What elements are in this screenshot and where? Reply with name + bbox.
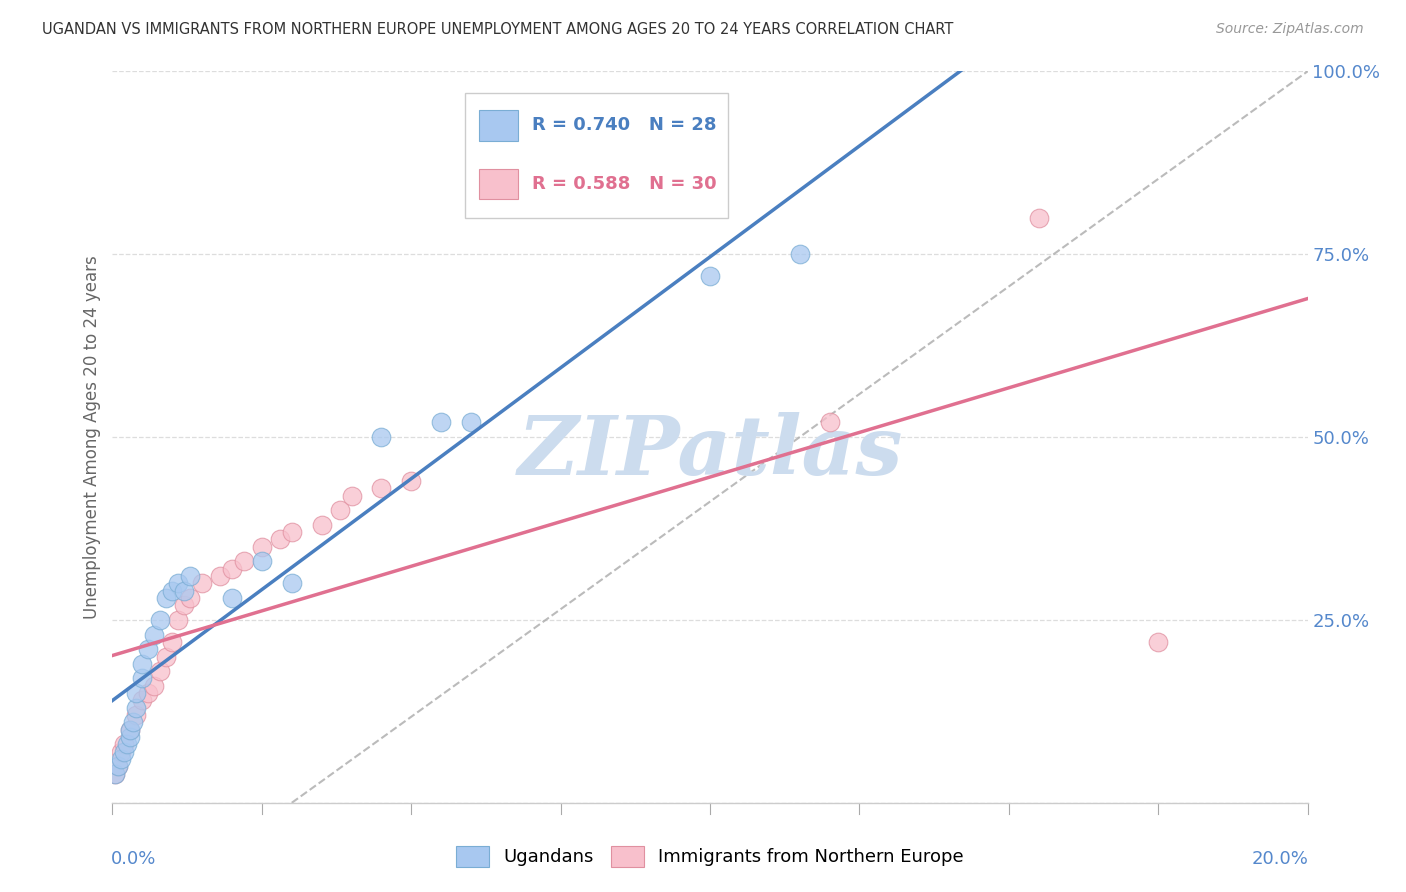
Point (120, 723, 142, 737)
Point (155, 649, 177, 664)
Point (221, 562, 243, 576)
Text: UGANDAN VS IMMIGRANTS FROM NORTHERN EUROPE UNEMPLOYMENT AMONG AGES 20 TO 24 YEAR: UGANDAN VS IMMIGRANTS FROM NORTHERN EURO… (42, 22, 953, 37)
Point (120, 730, 142, 744)
Point (125, 708, 148, 723)
Point (107, 759, 129, 773)
Point (281, 525, 304, 540)
Point (179, 569, 201, 583)
Point (340, 489, 363, 503)
Point (370, 430, 392, 444)
Point (149, 664, 172, 678)
Point (125, 700, 148, 714)
Point (143, 679, 166, 693)
Point (104, 766, 127, 780)
Point (162, 635, 183, 649)
Point (167, 613, 190, 627)
FancyBboxPatch shape (479, 110, 517, 141)
Point (131, 672, 153, 686)
Point (162, 583, 183, 598)
Point (269, 533, 291, 547)
Text: 0.0%: 0.0% (111, 850, 156, 868)
Point (131, 693, 153, 707)
Point (122, 715, 145, 730)
Point (221, 591, 243, 605)
Point (329, 503, 352, 517)
Point (173, 599, 195, 613)
FancyBboxPatch shape (479, 169, 517, 200)
Legend: Ugandans, Immigrants from Northern Europe: Ugandans, Immigrants from Northern Europ… (456, 847, 965, 867)
Point (117, 737, 139, 751)
Point (120, 723, 142, 737)
Y-axis label: Unemployment Among Ages 20 to 24 years: Unemployment Among Ages 20 to 24 years (83, 255, 101, 619)
Point (699, 269, 721, 284)
Point (1147, 635, 1170, 649)
Point (209, 569, 232, 583)
Point (114, 745, 135, 759)
Point (149, 613, 172, 627)
Point (250, 540, 273, 554)
Point (155, 591, 177, 605)
Point (1028, 211, 1050, 225)
Point (191, 576, 214, 591)
Point (179, 591, 201, 605)
Point (107, 759, 129, 773)
Point (138, 686, 160, 700)
Point (173, 583, 195, 598)
Point (460, 416, 482, 430)
Point (281, 576, 304, 591)
Point (110, 745, 132, 759)
Point (233, 554, 256, 568)
Text: R = 0.588   N = 30: R = 0.588 N = 30 (531, 175, 717, 193)
Point (401, 474, 423, 488)
Point (789, 247, 811, 261)
Point (114, 737, 135, 751)
Text: 20.0%: 20.0% (1251, 850, 1309, 868)
Text: R = 0.740   N = 28: R = 0.740 N = 28 (531, 117, 717, 135)
Point (125, 686, 148, 700)
Point (250, 554, 273, 568)
Point (818, 416, 841, 430)
Point (138, 642, 160, 657)
Point (167, 576, 190, 591)
Point (311, 517, 333, 532)
Point (110, 752, 132, 766)
Text: ZIPatlas: ZIPatlas (517, 412, 903, 491)
Text: Source: ZipAtlas.com: Source: ZipAtlas.com (1216, 22, 1364, 37)
Point (131, 657, 153, 671)
Point (104, 766, 127, 780)
Point (370, 481, 392, 495)
Point (143, 627, 166, 641)
FancyBboxPatch shape (465, 94, 728, 218)
Point (430, 416, 453, 430)
